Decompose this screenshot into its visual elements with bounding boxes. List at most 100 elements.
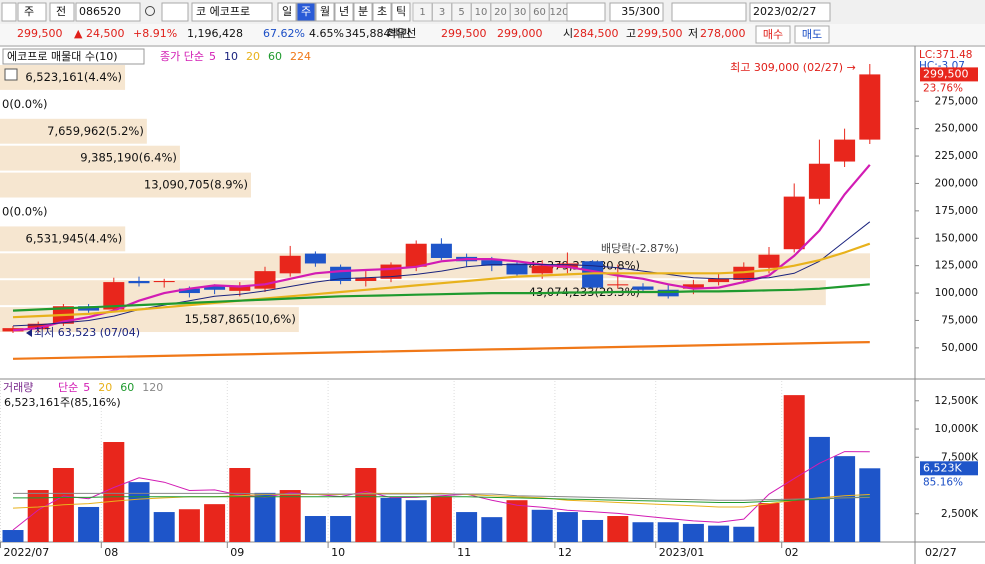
- volume-summary: 6,523,161주(85,16%): [4, 396, 121, 409]
- interval[interactable]: 1: [419, 7, 425, 18]
- period-button[interactable]: [277, 2, 297, 22]
- turnover: 4.65%: [309, 27, 344, 40]
- volume-bar: [657, 522, 679, 542]
- profile-bar: [0, 172, 251, 198]
- market: 주: [24, 5, 34, 18]
- period[interactable]: 일: [282, 4, 292, 18]
- buy-button[interactable]: [755, 25, 791, 44]
- period[interactable]: 초: [377, 5, 387, 18]
- dividend-note: 배당락(-2.87%): [601, 242, 679, 255]
- candle-body: [430, 243, 452, 258]
- sound-button[interactable]: [161, 2, 189, 22]
- candle-body: [27, 323, 49, 330]
- interval[interactable]: 30: [514, 7, 527, 18]
- legend-item: 10: [224, 50, 238, 63]
- volume-bar: [380, 497, 402, 542]
- volume-bar: [330, 516, 352, 542]
- ratio: 67.62%: [263, 27, 305, 40]
- period-button[interactable]: [315, 2, 335, 22]
- title-box: [2, 48, 145, 65]
- interval[interactable]: 10: [475, 7, 488, 18]
- combo[interactable]: [566, 2, 606, 22]
- period-button[interactable]: [372, 2, 392, 22]
- period[interactable]: 년: [339, 5, 349, 18]
- legend-item: 224: [290, 50, 311, 63]
- ma-label: 종가 단순: [160, 50, 204, 63]
- mode: 전: [56, 5, 66, 18]
- count-box[interactable]: [609, 2, 664, 22]
- stock-name: 코 에코프로: [196, 5, 250, 18]
- profile-label: 0(0.0%): [2, 204, 48, 218]
- ma-line: [12, 492, 870, 509]
- bid: 299,000: [497, 27, 543, 40]
- interval[interactable]: 20: [494, 7, 507, 18]
- volume-bar: [128, 482, 150, 542]
- name-box[interactable]: [191, 2, 273, 22]
- date-box[interactable]: [749, 2, 831, 22]
- price-pct: 23.76%: [923, 82, 963, 94]
- y-tick-label: 125,000: [935, 260, 978, 272]
- candle-body: [582, 261, 604, 288]
- y-tick-label: 250,000: [935, 123, 978, 135]
- profile-label: 7,659,962(5.2%): [47, 124, 144, 138]
- sell-button[interactable]: [794, 25, 830, 44]
- candle-body: [229, 285, 251, 291]
- volume-bar: [733, 526, 755, 542]
- volume-bar: [607, 516, 629, 542]
- period[interactable]: 분: [358, 5, 368, 18]
- period-button[interactable]: [296, 2, 316, 22]
- interval[interactable]: 3: [439, 7, 445, 18]
- change: 24,500: [86, 27, 125, 40]
- period-button[interactable]: [353, 2, 373, 22]
- candle-body: [531, 265, 553, 274]
- y-tick-label: 75,000: [941, 314, 978, 326]
- ma-label: 단순: [58, 381, 78, 394]
- ma-line: [12, 242, 871, 319]
- candle-body: [178, 288, 200, 294]
- volume-bar: [279, 490, 301, 542]
- candle-body: [153, 281, 175, 283]
- code-input[interactable]: [75, 2, 141, 22]
- y-tick-label: 10,000K: [934, 423, 979, 435]
- market-combo[interactable]: [17, 2, 47, 22]
- tool-icons[interactable]: [671, 2, 747, 22]
- x-tick-label: 2022/07: [4, 546, 50, 559]
- period-button[interactable]: [391, 2, 411, 22]
- period[interactable]: 틱: [396, 5, 406, 18]
- candle-body: [405, 243, 427, 267]
- period[interactable]: 주: [301, 5, 311, 18]
- interval[interactable]: 60: [533, 7, 546, 18]
- legend-item: 20: [246, 50, 260, 63]
- table-icon[interactable]: [4, 68, 18, 81]
- interval[interactable]: 5: [458, 7, 464, 18]
- profile-label: 6,531,945(4.4%): [26, 231, 123, 245]
- search-icon[interactable]: [145, 6, 155, 16]
- candle-body: [834, 139, 856, 162]
- ask: 299,500: [441, 27, 487, 40]
- volume-bar: [783, 395, 805, 542]
- code: 086520: [79, 5, 121, 18]
- period-button[interactable]: [334, 2, 354, 22]
- candle-body: [708, 278, 730, 283]
- y-tick-label: 175,000: [935, 205, 978, 217]
- legend-item: 60: [268, 50, 282, 63]
- x-tick-label: 2023/01: [659, 546, 705, 559]
- candle-body: [859, 74, 881, 140]
- price-box: [920, 67, 978, 82]
- buy[interactable]: 매수: [763, 28, 783, 41]
- y-tick-label: 50,000: [941, 342, 978, 354]
- interval[interactable]: 120: [549, 7, 568, 18]
- y-tick-label: 225,000: [935, 150, 978, 162]
- mode-combo[interactable]: [49, 2, 75, 22]
- y-tick-label: 12,500K: [934, 395, 979, 407]
- sell[interactable]: 매도: [802, 28, 822, 41]
- y-tick-label: 275,000: [935, 95, 978, 107]
- volume-bar: [229, 467, 251, 542]
- menu-button[interactable]: [1, 2, 17, 22]
- candle-body: [758, 254, 780, 268]
- volume-bar: [834, 456, 856, 542]
- y-tick-label: 150,000: [935, 232, 978, 244]
- period[interactable]: 월: [320, 5, 330, 18]
- volume-bar: [78, 506, 100, 542]
- lc: LC:371.48: [919, 49, 972, 61]
